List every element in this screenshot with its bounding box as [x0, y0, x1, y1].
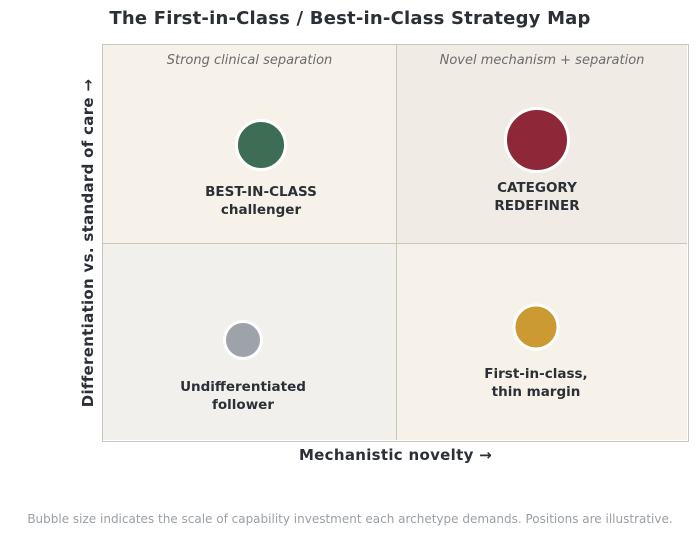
- label-undifferentiated-follower: Undifferentiated follower: [143, 378, 343, 414]
- bubble-first-in-class: [512, 303, 560, 351]
- label-category-redefiner-line2: REDEFINER: [494, 198, 580, 214]
- label-best-in-class: BEST-IN-CLASS challenger: [161, 183, 361, 219]
- bubble-undifferentiated-follower: [223, 320, 263, 360]
- footnote: Bubble size indicates the scale of capab…: [27, 512, 673, 526]
- label-first-in-class: First-in-class, thin margin: [436, 365, 636, 401]
- strategy-map: Strong clinical separation Novel mechani…: [102, 44, 689, 442]
- label-first-in-class-line2: thin margin: [491, 384, 581, 400]
- label-best-in-class-line2: challenger: [220, 202, 302, 218]
- label-best-in-class-line1: BEST-IN-CLASS: [205, 184, 317, 200]
- bubble-best-in-class: [235, 119, 287, 171]
- bubble-category-redefiner: [504, 107, 570, 173]
- quadrant-title-top-left: Strong clinical separation: [166, 53, 333, 68]
- label-first-in-class-line1: First-in-class,: [484, 366, 588, 382]
- label-undifferentiated-follower-line1: Undifferentiated: [180, 379, 306, 395]
- label-category-redefiner-line1: CATEGORY: [497, 180, 577, 196]
- quadrant-title-top-right: Novel mechanism + separation: [439, 53, 645, 68]
- label-undifferentiated-follower-line2: follower: [212, 397, 274, 413]
- y-axis-label: Differentiation vs. standard of care →: [79, 78, 97, 408]
- x-axis-label: Mechanistic novelty →: [298, 446, 493, 464]
- quadrant-top-left: Strong clinical separation: [103, 45, 397, 244]
- label-category-redefiner: CATEGORY REDEFINER: [437, 179, 637, 215]
- chart-title: The First-in-Class / Best-in-Class Strat…: [109, 8, 591, 29]
